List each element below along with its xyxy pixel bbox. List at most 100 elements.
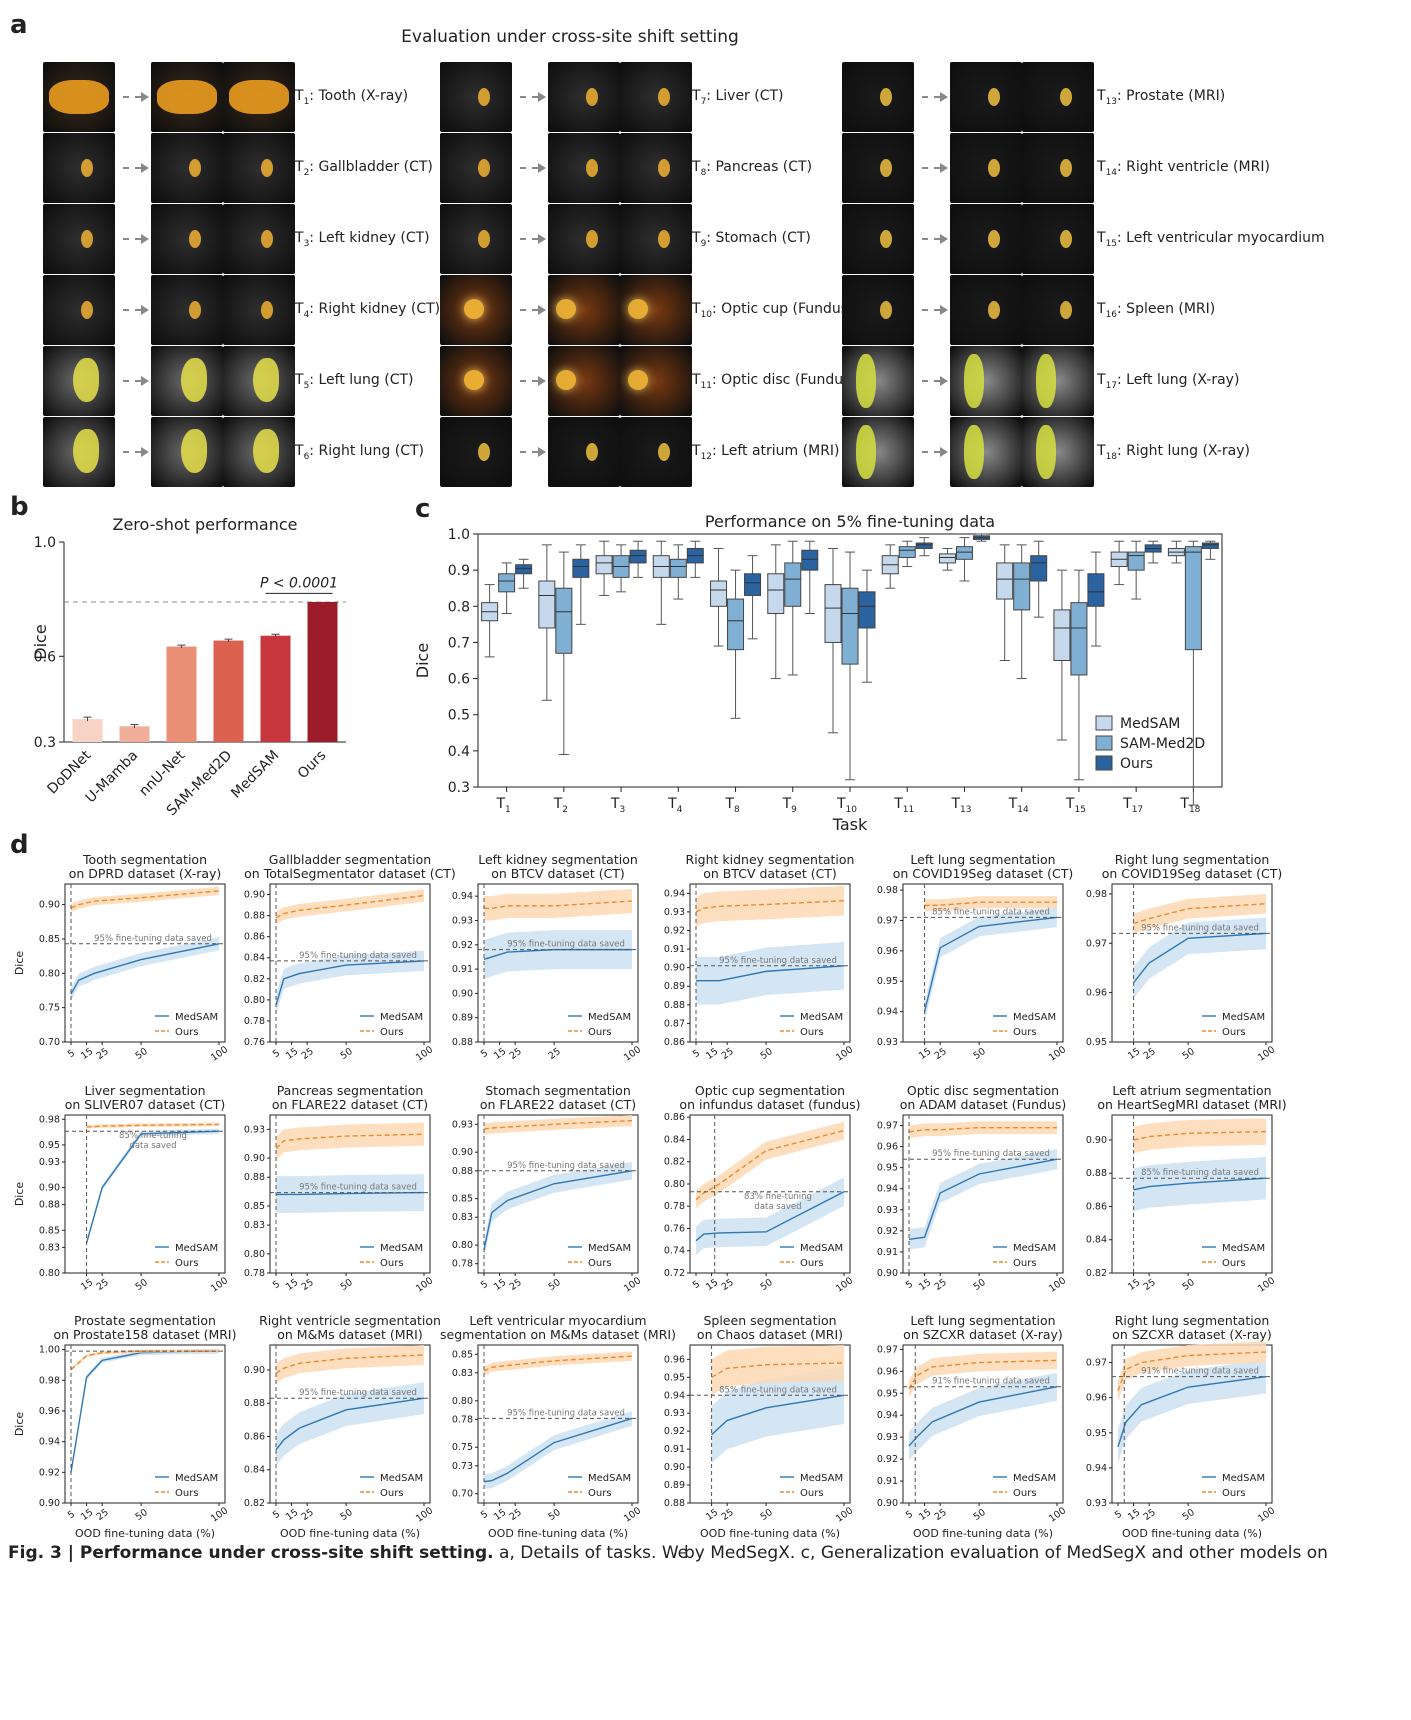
task-letter: T <box>295 372 304 388</box>
legend-label: MedSAM <box>1120 716 1180 732</box>
legend-label: Ours <box>175 1027 199 1038</box>
medsam-line <box>695 1191 845 1242</box>
task-label: T11: Optic disc (Fundus) <box>692 372 856 391</box>
transfer-arrow <box>922 380 940 382</box>
task-thumbnail <box>151 275 223 345</box>
task-letter: T <box>295 230 304 246</box>
task-thumbnail <box>440 417 512 487</box>
medsam-line <box>483 948 632 961</box>
y-tick-label: 0.95 <box>664 1372 685 1383</box>
y-tick-label: 0.73 <box>452 1461 473 1472</box>
legend-label: Ours <box>1013 1027 1037 1038</box>
panel-title: Gallbladder segmentation <box>269 852 431 867</box>
box <box>1087 573 1105 607</box>
plot-frame <box>64 883 226 1043</box>
caption-rest: a, Details of tasks. We <box>493 1543 689 1563</box>
medsam-confidence-band <box>484 1161 632 1259</box>
x-axis-label: OOD fine-tuning data (%) <box>488 1527 628 1540</box>
task-thumbnail <box>1022 275 1094 345</box>
x-tick-label: 100 <box>1047 1275 1068 1294</box>
x-tick-label: 100 <box>1047 1044 1068 1063</box>
task-thumbnail <box>151 133 223 203</box>
x-tick-label: 15 <box>917 1046 933 1062</box>
task-name: : Stomach (CT) <box>706 230 811 246</box>
saving-annotation: 85% fine-tuning data saved <box>719 1385 837 1395</box>
medsam-line <box>908 1386 1058 1447</box>
task-letter: T <box>1097 230 1106 246</box>
x-tick-label: 15 <box>492 1046 508 1062</box>
x-axis-label: OOD fine-tuning data (%) <box>75 1527 215 1540</box>
y-tick-label: 0.80 <box>452 1240 473 1251</box>
segmentation-mask <box>1060 159 1072 177</box>
x-tick-label: 15 <box>284 1046 300 1062</box>
transfer-arrow <box>520 96 538 98</box>
panel-subtitle: on Prostate158 dataset (MRI) <box>53 1327 236 1342</box>
y-tick-label: 0.95 <box>1086 1428 1107 1439</box>
task-thumbnail <box>620 62 692 132</box>
y-tick-label: 0.93 <box>877 1205 898 1216</box>
x-tick-label: 25 <box>720 1046 736 1062</box>
segmentation-mask <box>658 443 670 461</box>
segmentation-mask <box>880 159 892 177</box>
legend-label: Ours <box>800 1027 824 1038</box>
task-thumbnail <box>548 133 620 203</box>
box <box>996 562 1014 600</box>
task-index: 10 <box>700 309 713 320</box>
x-tick-label: 100 <box>622 1044 643 1063</box>
task-thumbnail <box>43 417 115 487</box>
x-tick-label: 50 <box>134 1277 150 1293</box>
x-tick-label: 5 <box>66 1509 77 1521</box>
task-letter: T <box>692 230 701 246</box>
y-tick-label: 0.97 <box>877 915 898 926</box>
task-name: : Prostate (MRI) <box>1117 88 1226 104</box>
panel-subtitle: on ADAM dataset (Fundus) <box>900 1097 1067 1112</box>
legend-swatch <box>1095 755 1113 771</box>
legend-label: MedSAM <box>1222 1012 1265 1023</box>
y-tick-label: 0.88 <box>664 1498 685 1509</box>
y-tick-label: 0.8 <box>448 599 470 615</box>
segmentation-mask <box>189 230 201 248</box>
x-tick-label: 25 <box>720 1507 736 1523</box>
segmentation-mask <box>181 429 207 473</box>
medsam-line <box>1117 1375 1267 1448</box>
x-tick-label: T15 <box>1065 796 1086 815</box>
y-tick-label: 0.82 <box>1086 1268 1107 1279</box>
ours-line <box>1133 1130 1267 1141</box>
saving-annotation: 91% fine-tuning data saved <box>1141 1367 1259 1377</box>
task-thumbnail <box>440 133 512 203</box>
task-thumbnail <box>223 417 295 487</box>
x-tick-label: 15 <box>704 1046 720 1062</box>
task-index: 9 <box>700 238 707 249</box>
x-tick-subscript: 14 <box>1017 805 1029 815</box>
segmentation-mask <box>880 301 892 319</box>
task-thumbnail <box>548 417 620 487</box>
task-thumbnail <box>440 204 512 274</box>
legend-label: Ours <box>588 1258 612 1269</box>
legend-label: Ours <box>1013 1258 1037 1269</box>
legend-label: MedSAM <box>380 1243 423 1254</box>
x-tick-label: 15 <box>917 1507 933 1523</box>
ours-line <box>275 1133 425 1150</box>
task-letter: T <box>692 159 701 175</box>
x-tick-label: 100 <box>1256 1505 1277 1524</box>
y-tick-label: 0.94 <box>877 1410 898 1421</box>
task-name: : Optic disc (Fundus) <box>712 372 856 388</box>
segmentation-mask <box>964 425 984 479</box>
panel-subtitle: on M&Ms dataset (MRI) <box>277 1327 423 1342</box>
x-tick-label: MedSAM <box>228 748 282 802</box>
arrowhead-icon <box>538 376 546 386</box>
medsam-confidence-band <box>924 907 1057 1022</box>
task-label: T2: Gallbladder (CT) <box>295 159 433 178</box>
y-tick-label: 0.78 <box>664 1201 685 1212</box>
task-name: : Right lung (X-ray) <box>1117 443 1250 459</box>
y-tick-label: 0.90 <box>664 963 685 974</box>
x-tick-label: 25 <box>547 1046 563 1062</box>
arrowhead-icon <box>141 305 149 315</box>
legend-label: Ours <box>800 1488 824 1499</box>
panel-subtitle: on TotalSegmentator dataset (CT) <box>244 866 456 881</box>
task-thumbnail <box>620 275 692 345</box>
segmentation-mask <box>658 88 670 106</box>
plot-frame <box>477 883 639 1043</box>
